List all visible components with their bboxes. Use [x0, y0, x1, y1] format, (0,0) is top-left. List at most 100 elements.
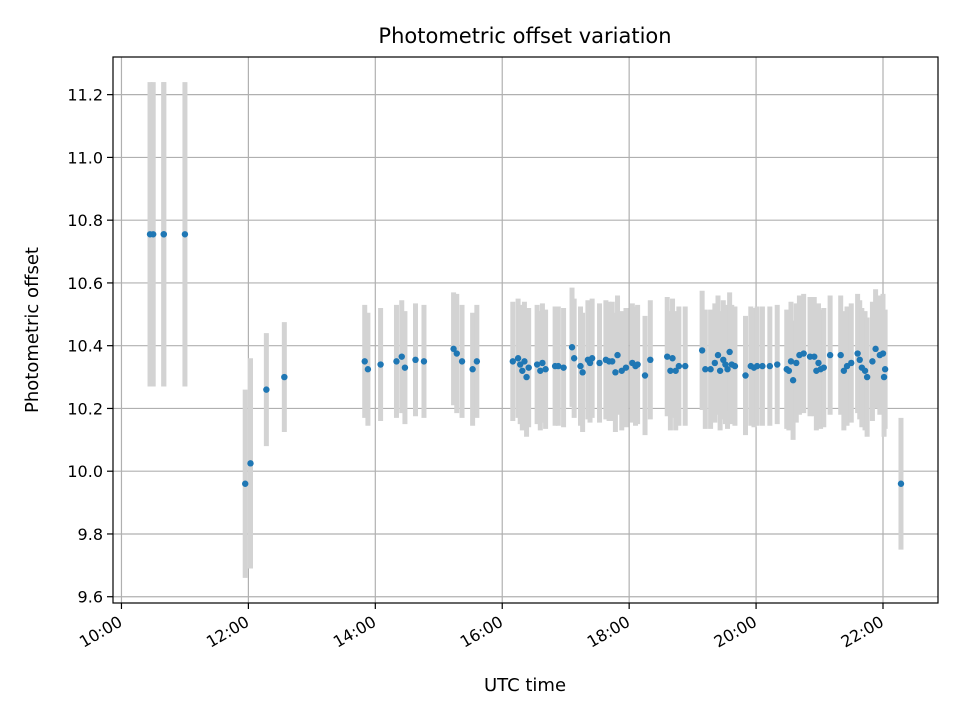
- data-point: [555, 362, 562, 370]
- data-point: [509, 358, 517, 365]
- data-point: [682, 362, 689, 370]
- data-point: [242, 480, 249, 487]
- data-point: [149, 231, 157, 238]
- data-point: [588, 355, 596, 362]
- data-point: [820, 364, 827, 371]
- data-point: [537, 367, 544, 374]
- data-point: [698, 347, 706, 354]
- data-point: [622, 364, 630, 371]
- data-point: [787, 358, 795, 365]
- data-point: [789, 377, 797, 384]
- data-point: [785, 367, 793, 374]
- y-tick-label: 9.6: [78, 588, 103, 607]
- data-point: [450, 345, 457, 353]
- data-point: [716, 367, 724, 374]
- data-point: [281, 373, 288, 381]
- data-point: [861, 367, 869, 374]
- y-tick-label: 10.4: [67, 337, 103, 356]
- data-point: [596, 359, 603, 367]
- data-point: [856, 356, 863, 364]
- y-tick-label: 9.8: [78, 525, 103, 544]
- data-point: [519, 367, 526, 374]
- data-point: [714, 351, 722, 359]
- data-point: [401, 364, 409, 371]
- y-tick-label: 10.2: [67, 399, 103, 418]
- data-point: [568, 344, 576, 351]
- x-axis-title: UTC time: [484, 675, 566, 696]
- plot-frame: [112, 56, 939, 604]
- chart-title: Photometric offset variation: [378, 24, 671, 48]
- data-point: [724, 366, 731, 373]
- data-point: [523, 373, 530, 381]
- data-point: [848, 359, 855, 367]
- data-point: [675, 362, 683, 370]
- data-point: [811, 353, 818, 360]
- data-point: [742, 372, 749, 379]
- data-point: [707, 366, 714, 373]
- data-point: [614, 351, 621, 359]
- data-point: [837, 351, 844, 359]
- data-point: [793, 359, 800, 367]
- data-point: [702, 366, 709, 373]
- data-point: [533, 361, 541, 368]
- data-point: [609, 358, 616, 365]
- y-tick-label: 11.0: [67, 148, 103, 167]
- data-point: [361, 358, 368, 365]
- data-point: [800, 350, 807, 357]
- data-point: [612, 369, 619, 376]
- data-point: [398, 353, 405, 360]
- data-point: [872, 345, 879, 353]
- data-point: [880, 373, 888, 381]
- data-point: [711, 359, 719, 367]
- y-axis: 9.6 9.8 10.0 10.2 10.4 10.6 10.8 11.0 11.2: [67, 86, 113, 607]
- data-point: [815, 359, 822, 367]
- data-points: [146, 231, 905, 487]
- data-point: [469, 366, 476, 373]
- data-point: [879, 350, 887, 357]
- data-point: [393, 358, 400, 365]
- y-tick-label: 10.0: [67, 462, 103, 481]
- data-point: [525, 364, 532, 371]
- data-point: [766, 362, 774, 370]
- data-point: [664, 353, 671, 360]
- data-point: [731, 362, 739, 370]
- data-point: [897, 480, 905, 487]
- data-point: [160, 231, 167, 238]
- data-point: [669, 355, 676, 362]
- data-point: [364, 366, 372, 373]
- data-point: [726, 348, 733, 356]
- data-point: [634, 361, 641, 368]
- data-point: [473, 358, 481, 365]
- data-point: [377, 361, 384, 368]
- data-point: [263, 386, 270, 393]
- y-tick-label: 11.2: [67, 86, 103, 105]
- data-point: [570, 355, 578, 362]
- data-point: [667, 367, 674, 374]
- data-point: [539, 359, 546, 367]
- data-point: [672, 367, 679, 374]
- data-point: [869, 358, 876, 365]
- data-point: [647, 356, 654, 364]
- data-point: [577, 362, 584, 370]
- y-tick-label: 10.6: [67, 274, 103, 293]
- data-point: [579, 369, 586, 376]
- data-point: [453, 350, 460, 357]
- data-point: [521, 358, 528, 365]
- data-point: [881, 366, 889, 373]
- data-point: [854, 350, 861, 357]
- data-point: [863, 373, 871, 381]
- data-point: [774, 361, 781, 368]
- data-point: [753, 362, 761, 370]
- data-point: [412, 356, 419, 364]
- data-point: [759, 362, 766, 370]
- data-point: [641, 372, 649, 379]
- y-axis-title: Photometric offset: [22, 247, 43, 413]
- data-point: [247, 460, 254, 467]
- data-point: [542, 366, 549, 373]
- data-point: [840, 367, 848, 374]
- data-point: [420, 358, 428, 365]
- data-point: [826, 351, 834, 359]
- data-point: [560, 364, 567, 371]
- data-point: [458, 358, 466, 365]
